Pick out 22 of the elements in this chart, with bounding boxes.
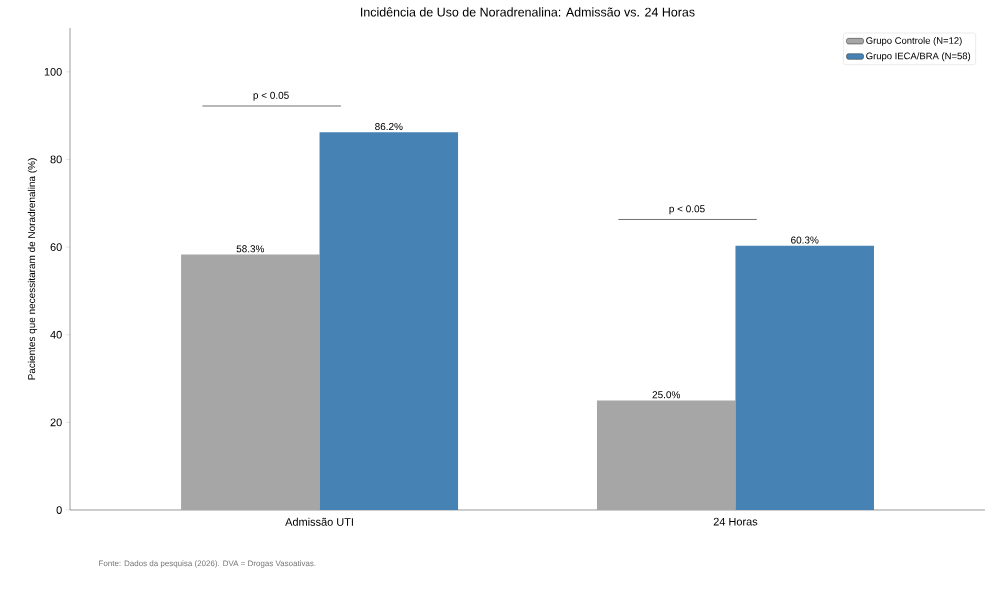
data-label: 58.3% — [236, 245, 265, 253]
y-tick-label: 100 — [44, 67, 62, 76]
bar — [596, 400, 736, 510]
data-label: 60.3% — [791, 236, 819, 244]
bar — [181, 254, 320, 510]
y-tick-label: 80 — [50, 155, 62, 164]
legend-label: Grupo IECA/BRA (N=58) — [866, 52, 971, 62]
data-label: 86.2% — [375, 123, 403, 131]
y-axis-title: Pacientes que necessitaram de Noradrenalina (%) — [27, 158, 38, 380]
y-tick-label: 20 — [50, 418, 62, 427]
bar — [735, 245, 874, 510]
data-label: 25.0% — [652, 391, 680, 399]
legend-label: Grupo Controle (N=12) — [866, 37, 962, 46]
bar — [319, 132, 459, 510]
chart-title: Incidência de Uso de Noradrenalina: Admissão vs. 24 Horas — [361, 7, 695, 17]
y-tick-label: 0 — [56, 506, 62, 514]
x-tick-label: Admissão UTI — [285, 517, 353, 526]
y-tick-label: 40 — [50, 330, 62, 339]
y-tick-label: 60 — [50, 243, 62, 251]
annotation: p < 0.05 — [253, 91, 289, 101]
annotation: p < 0.05 — [669, 205, 705, 215]
x-tick-label: 24 Horas — [713, 517, 758, 526]
